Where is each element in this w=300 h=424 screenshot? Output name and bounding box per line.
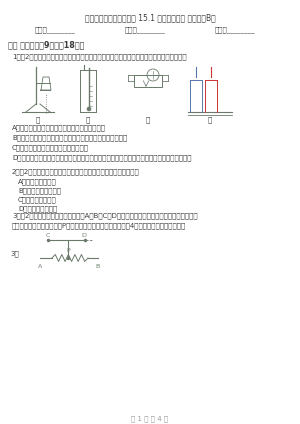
Text: 丁: 丁	[208, 116, 212, 123]
Text: 3．（2分）如图所示，将功变阻器有A、B、C、D四个接线柱，将这变阻器与一个小灯泡和磁: 3．（2分）如图所示，将功变阻器有A、B、C、D四个接线柱，将这变阻器与一个小灯…	[12, 212, 198, 219]
Bar	[134, 75, 162, 87]
Text: 一、 单选题（共9题；共18分）: 一、 单选题（共9题；共18分）	[8, 40, 84, 49]
Text: 第 1 页 共 4 页: 第 1 页 共 4 页	[131, 415, 169, 421]
Text: 甲: 甲	[36, 116, 40, 123]
Text: A．导体的横截面积: A．导体的横截面积	[18, 178, 57, 184]
Text: 乙: 乙	[86, 116, 90, 123]
Text: 1．（2分）如图所示，物理实验中经常需要对物体加热，下列装置中与实际场合吻合的是：: 1．（2分）如图所示，物理实验中经常需要对物体加热，下列装置中与实际场合吻合的是…	[12, 53, 187, 60]
Text: D．导体两端的电压: D．导体两端的电压	[18, 205, 57, 212]
Text: 班级：________: 班级：________	[124, 26, 165, 33]
Text: A: A	[38, 264, 42, 269]
Text: C．丙图中，对电阻丝加热，灯泡将变暗: C．丙图中，对电阻丝加热，灯泡将变暗	[12, 144, 89, 151]
Text: C．通过导体的电流: C．通过导体的电流	[18, 196, 57, 203]
Text: 2．（2分）下列因素中，对导体电阻大小有决定作用的是（　　）: 2．（2分）下列因素中，对导体电阻大小有决定作用的是（ ）	[12, 168, 140, 175]
Text: B: B	[95, 264, 99, 269]
Circle shape	[87, 107, 91, 111]
Text: P: P	[66, 248, 70, 253]
Text: 成绩：________: 成绩：________	[214, 26, 255, 33]
Text: 沪科版物理九年级上学期 15.1 电阻和变阻器 同步练习B卷: 沪科版物理九年级上学期 15.1 电阻和变阻器 同步练习B卷	[85, 13, 215, 22]
Text: D: D	[82, 233, 86, 238]
Text: 丙: 丙	[146, 116, 150, 123]
Text: A．甲图中，加热时最终能引起讨论的数量效果多: A．甲图中，加热时最终能引起讨论的数量效果多	[12, 124, 106, 131]
Text: 芯接入电路，通电后把滑片P向右移动，小灯泡逐渐变亮，上述4种接法中正确的是（　　）: 芯接入电路，通电后把滑片P向右移动，小灯泡逐渐变亮，上述4种接法中正确的是（ ）	[12, 222, 186, 229]
Text: 3．: 3．	[10, 250, 19, 257]
Text: D．丁图中，用完全相同的数量密封瓶，装相同时间的水和花生油加热，水的温度升高等快一些: D．丁图中，用完全相同的数量密封瓶，装相同时间的水和花生油加热，水的温度升高等快…	[12, 154, 191, 161]
Text: B．乙图中，对烧锅的水进行加热，温度计的示数和不断增大: B．乙图中，对烧锅的水进行加热，温度计的示数和不断增大	[12, 134, 127, 141]
Text: 姓名：________: 姓名：________	[34, 26, 75, 33]
Text: B．导体是否接入电路: B．导体是否接入电路	[18, 187, 61, 194]
Text: C: C	[46, 233, 50, 238]
